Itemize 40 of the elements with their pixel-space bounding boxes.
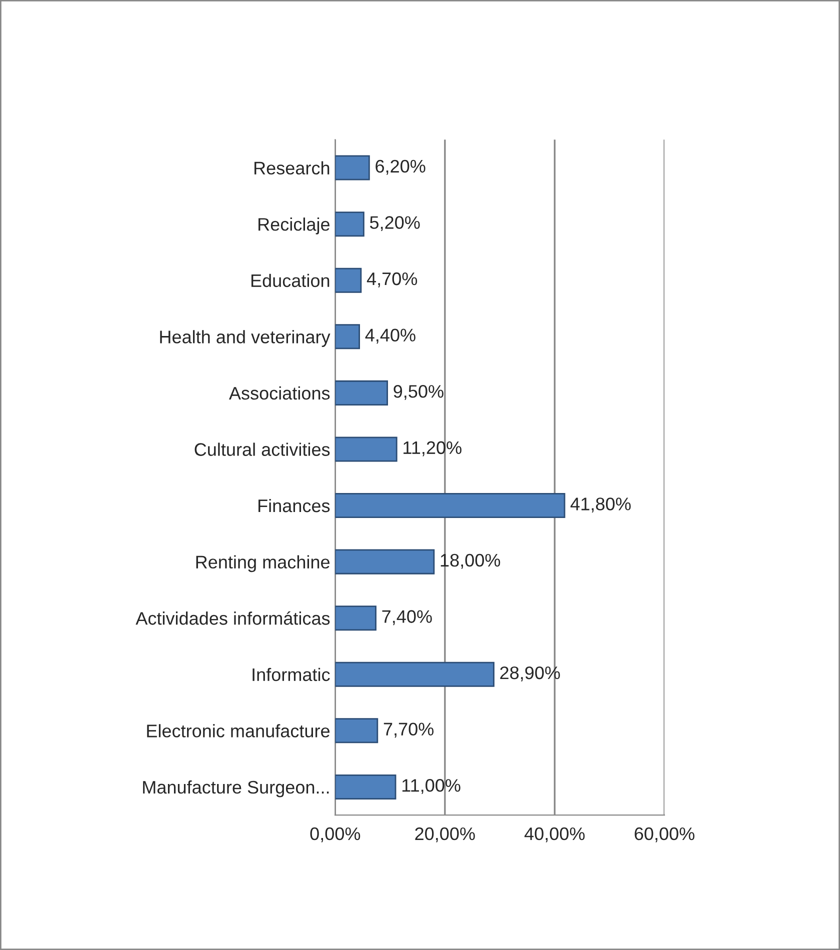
y-tick-label: Education bbox=[251, 274, 330, 288]
y-tick-label: Electronic manufacture bbox=[147, 724, 330, 738]
bar bbox=[335, 212, 364, 237]
bar bbox=[335, 606, 376, 631]
x-tick-label: 20,00% bbox=[415, 827, 475, 842]
data-label: 4,70% bbox=[366, 272, 418, 288]
data-label: 18,00% bbox=[440, 554, 500, 569]
y-tick-label: Cultural activities bbox=[194, 442, 330, 456]
data-label: 4,40% bbox=[365, 328, 416, 344]
y-tick-label: Renting machine bbox=[196, 555, 330, 572]
x-tick-label: 0,00% bbox=[310, 827, 360, 842]
bar bbox=[335, 155, 370, 180]
x-tick-label: 60,00% bbox=[634, 827, 694, 842]
data-label: 41,80% bbox=[570, 498, 631, 512]
data-label: 5,20% bbox=[370, 216, 420, 232]
y-tick-label: Health and veterinary bbox=[160, 330, 330, 347]
data-label: 28,90% bbox=[500, 666, 560, 682]
bar bbox=[335, 493, 566, 518]
y-tick-label: Actividades informáticas bbox=[136, 611, 330, 625]
y-tick-label: Manufacture Surgeon... bbox=[143, 780, 329, 798]
bar bbox=[335, 324, 360, 350]
y-tick-label: Finances bbox=[258, 498, 330, 512]
bar bbox=[335, 662, 494, 687]
data-label: 9,50% bbox=[394, 385, 444, 400]
data-label: 11,00% bbox=[402, 779, 460, 794]
y-tick-label: Reciclaje bbox=[258, 218, 330, 234]
y-tick-label: Research bbox=[254, 161, 330, 175]
x-tick-label: 40,00% bbox=[524, 827, 585, 842]
data-label: 7,70% bbox=[384, 722, 434, 738]
data-label: 6,20% bbox=[376, 160, 426, 175]
bar bbox=[335, 380, 388, 406]
data-label: 11,20% bbox=[404, 441, 462, 456]
bar bbox=[335, 718, 378, 744]
y-tick-label: Associations bbox=[228, 386, 330, 400]
y-tick-label: Informatic bbox=[252, 668, 330, 682]
data-label: 7,40% bbox=[382, 610, 432, 626]
bar bbox=[335, 268, 362, 293]
bar bbox=[335, 549, 435, 574]
bar bbox=[335, 436, 398, 462]
bar bbox=[335, 774, 396, 800]
